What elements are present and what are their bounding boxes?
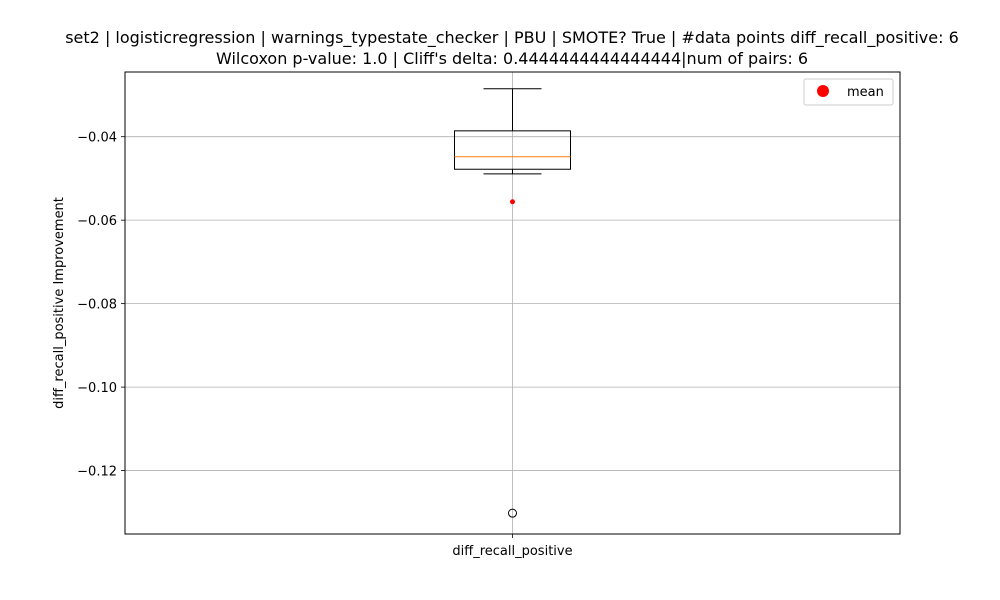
y-axis-label: diff_recall_positive Improvement [52,197,67,409]
y-axis-ticks: −0.04 −0.06 −0.08 −0.10 −0.12 [77,131,125,480]
plot-area-frame [124,71,901,535]
chart-title-line-1: set2 | logisticregression | warnings_typ… [65,28,959,48]
y-tick-label: −0.04 [77,131,117,146]
x-axis-ticks: diff_recall_positive [452,534,573,559]
y-tick-label: −0.10 [77,381,117,396]
y-tick-label: −0.12 [77,465,117,480]
y-tick-label: −0.06 [77,214,117,229]
grid-lines [125,72,900,534]
box-group [454,88,571,518]
outlier-point [508,508,517,518]
legend-frame [803,78,894,106]
legend: mean [803,78,894,106]
x-tick-label: diff_recall_positive [452,544,572,559]
legend-mean-label: mean [847,85,884,100]
mean-point [510,199,515,205]
legend-mean-marker [817,85,829,97]
iqr-box [454,130,571,170]
y-tick-label: −0.08 [77,298,117,313]
chart-title-line-2: Wilcoxon p-value: 1.0 | Cliff's delta: 0… [216,49,808,68]
